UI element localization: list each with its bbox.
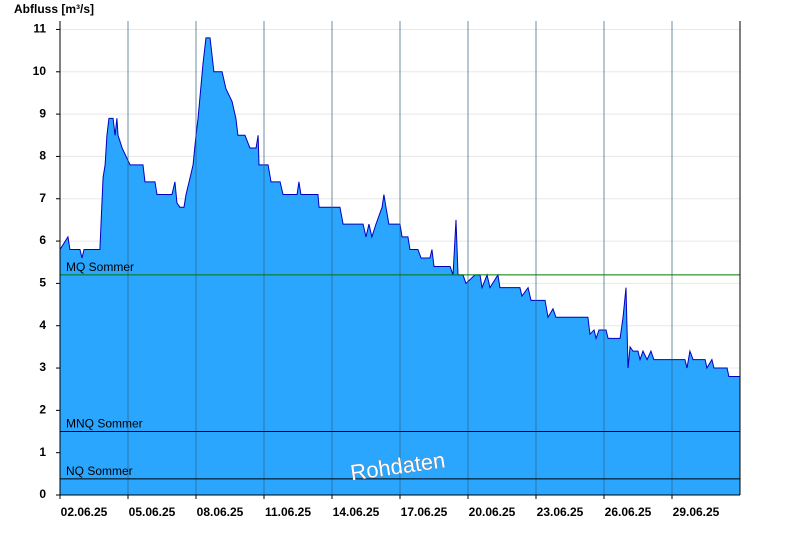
x-tick-label: 02.06.25 (61, 505, 108, 519)
x-tick-label: 17.06.25 (401, 505, 448, 519)
y-tick-label: 10 (33, 64, 47, 78)
y-tick-label: 0 (39, 487, 46, 501)
x-tick-label: 11.06.25 (265, 505, 311, 519)
area-line (59, 37, 740, 377)
y-tick-label: 1 (39, 445, 46, 459)
x-tick-label: 20.06.25 (469, 505, 516, 519)
chart-title: Abfluss [m³/s] (14, 2, 94, 16)
reference-label: NQ Sommer (66, 464, 133, 478)
y-tick-label: 2 (39, 403, 46, 417)
y-tick-label: 6 (39, 233, 46, 247)
x-tick-label: 23.06.25 (537, 505, 584, 519)
y-tick-label: 7 (39, 191, 46, 205)
y-tick-label: 3 (39, 360, 46, 374)
y-tick-label: 9 (39, 106, 46, 120)
y-tick-label: 5 (39, 276, 46, 290)
x-tick-label: 26.06.25 (605, 505, 652, 519)
x-tick-label: 05.06.25 (129, 505, 176, 519)
x-tick-label: 29.06.25 (673, 505, 720, 519)
x-tick-label: 08.06.25 (197, 505, 244, 519)
reference-label: MNQ Sommer (66, 417, 143, 431)
y-tick-label: 8 (39, 149, 46, 163)
y-tick-label: 11 (33, 22, 46, 36)
x-tick-label: 14.06.25 (333, 505, 380, 519)
y-tick-label: 4 (39, 318, 46, 332)
reference-label: MQ Sommer (66, 260, 134, 274)
